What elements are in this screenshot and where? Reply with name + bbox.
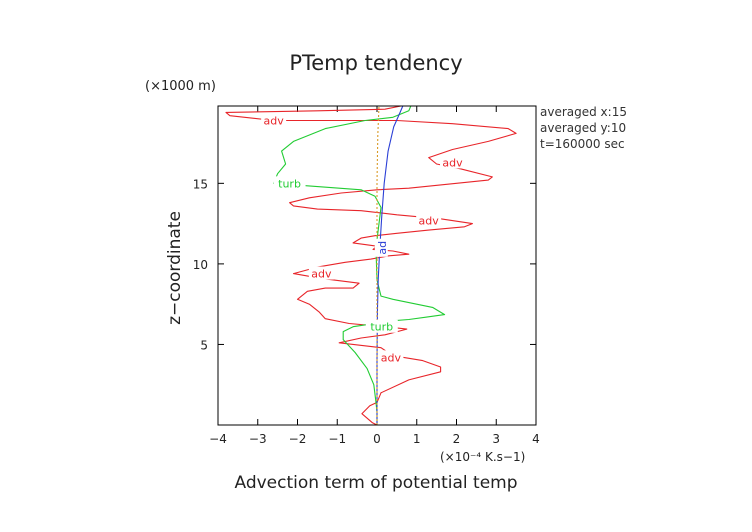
- series-label-text: turb: [370, 321, 393, 334]
- plot-frame: [217, 105, 537, 426]
- y-tick-label: 5: [200, 338, 208, 352]
- series-group: [225, 105, 517, 426]
- series-line-ad: [376, 105, 404, 425]
- y-tick-label: 10: [193, 258, 208, 272]
- series-label-text: adv: [442, 156, 463, 169]
- y-axis-title: z−coordinate: [165, 211, 185, 325]
- x-tick-label: −4: [209, 432, 227, 446]
- x-tick-label: −2: [289, 432, 307, 446]
- series-label-bg: [308, 266, 334, 280]
- series-label-adv: adv: [416, 213, 442, 227]
- series-label-adv: adv: [261, 113, 287, 128]
- series-label-adv: adv: [308, 266, 334, 281]
- x-axis-title: Advection term of potential temp: [234, 473, 517, 493]
- x-tick-label: 4: [532, 432, 540, 446]
- annotation-clip-mask: [640, 100, 752, 160]
- x-tick-label: 3: [492, 432, 500, 446]
- series-label-text: adv: [311, 268, 332, 281]
- series-label-text: adv: [381, 351, 402, 364]
- annotation-group: averaged x:15 averaged y:10 t=160000 sec: [540, 105, 627, 151]
- tick-group: −4 −3 −2 −1 0 1 2 3 4 5 10 15: [193, 106, 540, 446]
- series-label-text: adv: [419, 214, 440, 227]
- series-label-adv: adv: [378, 350, 404, 364]
- y-axis-unit: (×1000 m): [145, 79, 216, 94]
- chart-title: PTemp tendency: [289, 51, 462, 75]
- series-label-text: ad: [376, 241, 389, 255]
- annotation-averaged-y: averaged y:10: [540, 121, 626, 135]
- series-label-turb: turb: [365, 319, 398, 334]
- series-label-bg: [261, 113, 287, 127]
- series-line-adv: [225, 105, 517, 426]
- series-label-ad: ad: [374, 238, 389, 257]
- x-tick-label: 0: [373, 432, 381, 446]
- series-label-bg: [416, 213, 442, 227]
- series-label-group: adv adv adv adv adv turb turb ad: [261, 113, 466, 364]
- series-label-bg: [374, 238, 388, 257]
- series-label-turb: turb: [273, 176, 306, 190]
- y-tick-label: 15: [193, 177, 208, 191]
- series-label-adv: adv: [440, 155, 466, 169]
- x-axis-unit: (×10⁻⁴ K.s−1): [440, 450, 525, 464]
- series-line-turb: [273, 105, 446, 425]
- x-tick-label: 1: [413, 432, 421, 446]
- x-tick-label: −1: [328, 432, 346, 446]
- series-label-text: adv: [264, 115, 285, 128]
- series-label-bg: [440, 155, 466, 169]
- annotation-averaged-x: averaged x:15: [540, 105, 627, 119]
- annotation-time: t=160000 sec: [540, 137, 625, 151]
- series-label-bg: [378, 350, 404, 364]
- x-tick-label: −3: [249, 432, 267, 446]
- series-label-bg: [273, 176, 306, 190]
- series-line-diff: [376, 105, 380, 425]
- series-label-bg: [365, 319, 398, 333]
- x-tick-label: 2: [453, 432, 461, 446]
- series-label-text: turb: [278, 177, 301, 190]
